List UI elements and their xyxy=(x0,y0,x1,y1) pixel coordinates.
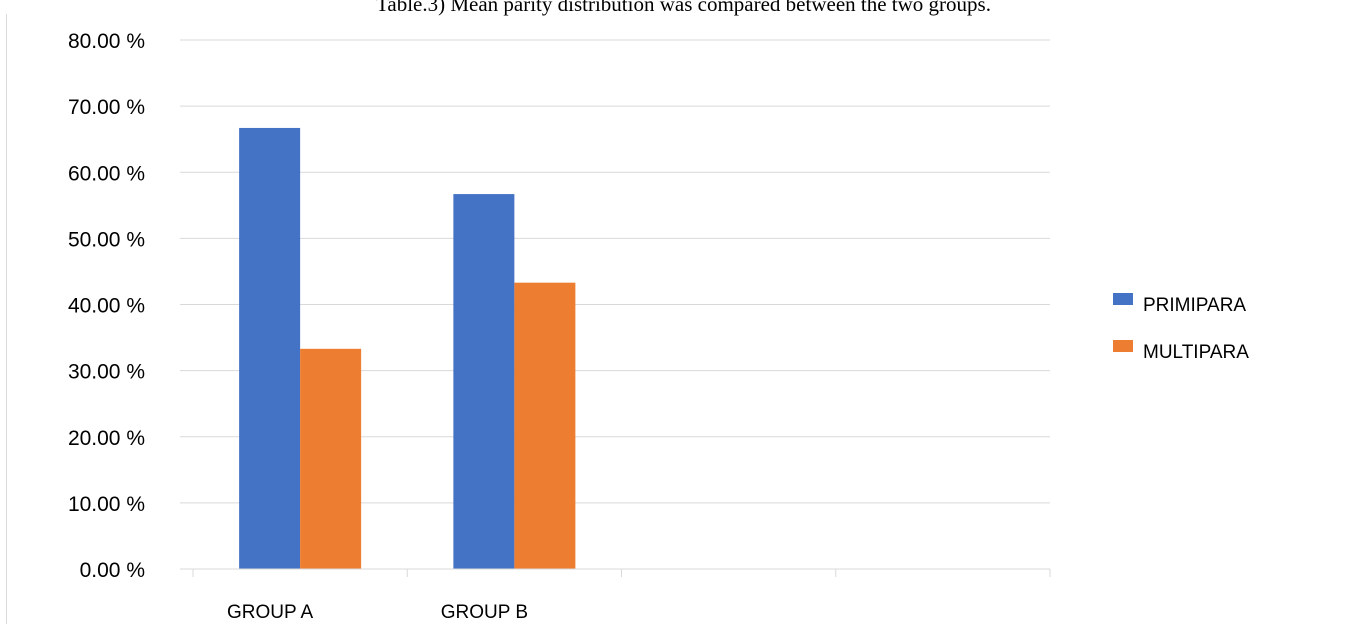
y-tick-label: 10.00 % xyxy=(68,493,145,516)
legend: PRIMIPARA MULTIPARA xyxy=(1113,293,1249,363)
chart-border xyxy=(6,14,7,624)
bar-multipara xyxy=(300,348,362,569)
x-category-label: GROUP A xyxy=(227,602,314,623)
bar-primipara xyxy=(453,194,515,570)
y-tick-label: 50.00 % xyxy=(68,228,145,251)
bar-primipara xyxy=(239,127,301,569)
legend-swatch-multipara xyxy=(1113,340,1133,352)
legend-label-primipara: PRIMIPARA xyxy=(1143,295,1246,316)
y-tick-label: 20.00 % xyxy=(68,427,145,450)
chart-title: Table.3) Mean parity distribution was co… xyxy=(376,0,991,16)
y-tick-label: 60.00 % xyxy=(68,162,145,185)
bar-multipara xyxy=(514,282,576,569)
y-tick-label: 30.00 % xyxy=(68,361,145,384)
axes: 0.00 % 10.00 % 20.00 % 30.00 % 40.00 % 50.00 … xyxy=(68,30,1051,623)
legend-swatch-primipara xyxy=(1113,293,1133,305)
y-tick-label: 0.00 % xyxy=(80,559,145,582)
x-category-label: GROUP B xyxy=(441,602,528,623)
bars xyxy=(239,127,576,570)
legend-label-multipara: MULTIPARA xyxy=(1143,342,1249,363)
y-tick-label: 80.00 % xyxy=(68,30,145,53)
y-tick-label: 70.00 % xyxy=(68,96,145,119)
y-tick-label: 40.00 % xyxy=(68,295,145,318)
